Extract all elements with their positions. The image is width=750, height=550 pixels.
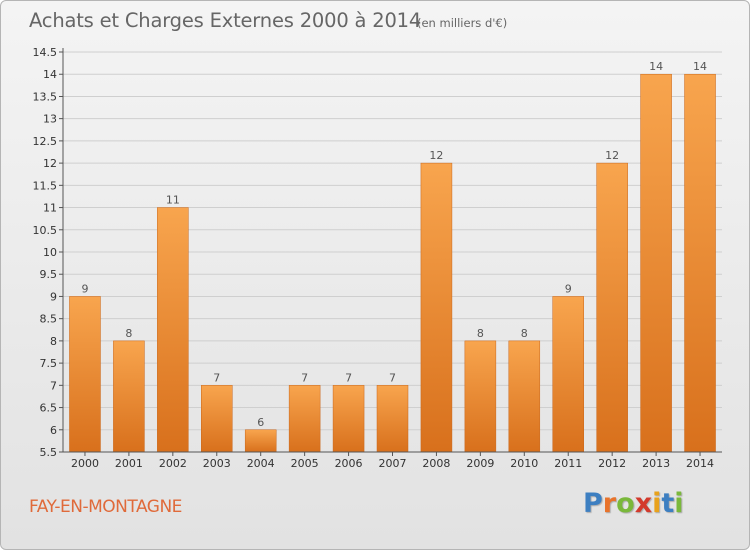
x-tick-label: 2011 xyxy=(554,457,582,470)
x-tick-label: 2004 xyxy=(247,457,275,470)
logo-letter: P xyxy=(583,488,603,519)
y-tick-label: 6 xyxy=(50,424,57,437)
bar-value-label: 14 xyxy=(693,60,707,73)
bar-value-label: 14 xyxy=(649,60,663,73)
bar-value-label: 6 xyxy=(257,416,264,429)
bar xyxy=(684,73,716,453)
value-labels: 9 8 11 7 6 7 7 7 12 8 8 9 12 14 14 xyxy=(81,60,707,429)
bar xyxy=(596,162,628,453)
y-tick-label: 8 xyxy=(50,335,57,348)
bar-value-label: 9 xyxy=(81,282,88,295)
logo-letter: r xyxy=(602,488,617,519)
bar xyxy=(640,73,672,453)
bar xyxy=(332,385,365,453)
bar-value-label: 8 xyxy=(125,327,132,340)
bar-value-label: 9 xyxy=(565,282,572,295)
bar xyxy=(201,385,233,453)
x-tick-label: 2012 xyxy=(598,457,626,470)
y-tick-label: 14.5 xyxy=(33,46,58,59)
y-tick-label: 13 xyxy=(43,113,57,126)
bar-value-label: 11 xyxy=(166,194,180,207)
y-tick-label: 14 xyxy=(43,68,57,81)
x-tick-label: 2001 xyxy=(115,457,143,470)
x-tick-label: 2002 xyxy=(159,457,187,470)
bar xyxy=(113,340,145,453)
bar xyxy=(244,429,277,453)
y-tick-label: 11 xyxy=(43,202,57,215)
bars xyxy=(69,73,716,453)
bar xyxy=(157,207,189,453)
x-tick-label: 2007 xyxy=(379,457,407,470)
x-tick-label: 2006 xyxy=(335,457,363,470)
commune-name: FAY-EN-MONTAGNE xyxy=(29,497,182,517)
logo-letter: o xyxy=(616,488,635,519)
bar-value-label: 12 xyxy=(605,149,619,162)
bar-value-label: 7 xyxy=(345,371,352,384)
x-tick-label: 2008 xyxy=(422,457,450,470)
y-tick-label: 7.5 xyxy=(40,357,58,370)
y-tick-label: 6.5 xyxy=(40,402,58,415)
x-tick-label: 2014 xyxy=(686,457,714,470)
x-tick-label: 2010 xyxy=(510,457,538,470)
logo-letter: i xyxy=(652,488,662,519)
y-tick-label: 9.5 xyxy=(40,268,58,281)
bar-value-label: 7 xyxy=(389,371,396,384)
x-tick-label: 2009 xyxy=(466,457,494,470)
bar xyxy=(552,296,584,453)
y-tick-label: 12.5 xyxy=(33,135,58,148)
y-tick-label: 5.5 xyxy=(40,446,58,459)
axes: 5.5 6 6.5 7 7.5 8 8.5 9 9.5 10 10.5 11 11.5 12 12.5 13 1… xyxy=(33,46,722,470)
chart-title: Achats et Charges Externes 2000 à 2014 xyxy=(29,9,422,32)
x-tick-label: 2003 xyxy=(203,457,231,470)
y-tick-label: 9 xyxy=(50,290,57,303)
proxiti-logo: Proxiti xyxy=(583,488,684,519)
bar-value-label: 8 xyxy=(477,327,484,340)
y-tick-label: 11.5 xyxy=(33,179,58,192)
bar xyxy=(464,340,497,453)
bar xyxy=(420,162,453,453)
bar xyxy=(508,340,541,453)
y-tick-label: 8.5 xyxy=(40,313,58,326)
bar xyxy=(69,296,101,453)
y-tick-label: 13.5 xyxy=(33,90,58,103)
x-tick-label: 2000 xyxy=(71,457,99,470)
bar xyxy=(288,385,321,453)
x-tick-label: 2013 xyxy=(642,457,670,470)
chart-subtitle: (en milliers d'€) xyxy=(417,16,508,30)
logo-letter: i xyxy=(674,488,684,519)
bar-value-label: 7 xyxy=(301,371,308,384)
y-tick-label: 10.5 xyxy=(33,224,58,237)
bar-value-label: 8 xyxy=(521,327,528,340)
bar-value-label: 7 xyxy=(213,371,220,384)
bar xyxy=(376,385,409,453)
logo-letter: t xyxy=(661,488,675,519)
y-tick-label: 12 xyxy=(43,157,57,170)
logo-letter: x xyxy=(634,488,653,519)
y-tick-label: 7 xyxy=(50,379,57,392)
y-tick-label: 10 xyxy=(43,246,57,259)
x-tick-label: 2005 xyxy=(291,457,319,470)
bar-value-label: 12 xyxy=(429,149,443,162)
